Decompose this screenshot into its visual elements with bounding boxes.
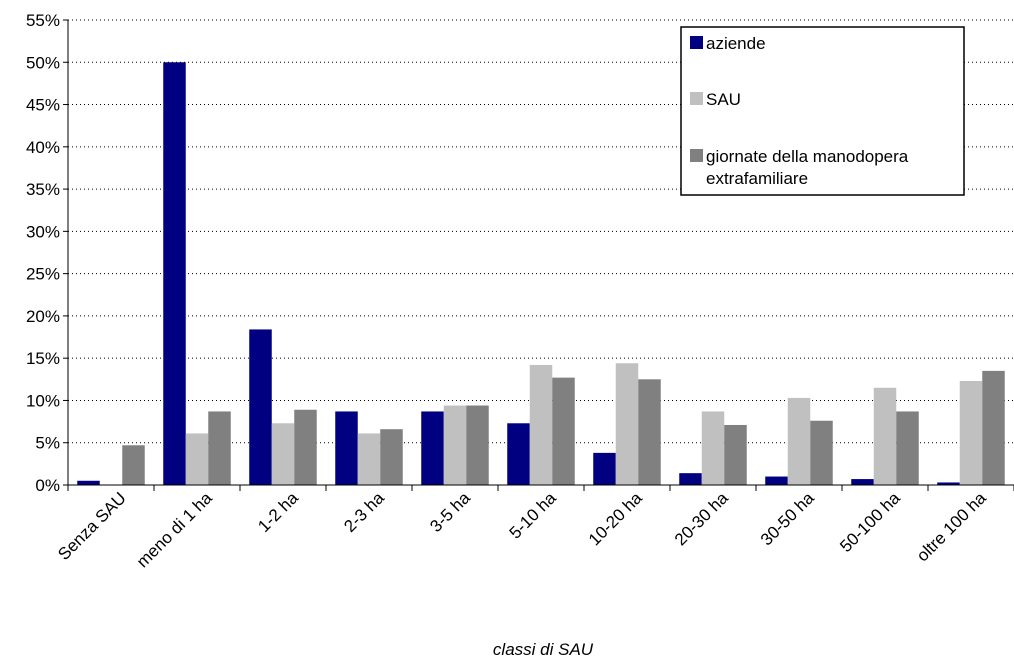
bars [77, 62, 1005, 485]
legend-box [680, 26, 965, 196]
bar-sau [959, 381, 983, 485]
x-category-label: 1-2 ha [254, 488, 302, 536]
bar-sau [873, 387, 897, 485]
bar-giornate [896, 411, 919, 485]
bar-aziende [77, 480, 100, 485]
y-tick-label: 15% [26, 349, 60, 368]
bar-aziende [163, 62, 186, 485]
y-tick-label: 55% [26, 11, 60, 30]
x-category-label: meno di 1 ha [133, 488, 216, 571]
y-tick-label: 5% [35, 434, 60, 453]
bar-giornate [810, 420, 833, 485]
x-axis-labels: Senza SAU meno di 1 ha 1-2 ha 2-3 ha 3-5 ha 5… [54, 488, 990, 571]
x-category-label: 20-30 ha [671, 488, 732, 549]
bar-aziende [593, 452, 616, 485]
bar-aziende [679, 473, 702, 485]
bar-sau [185, 433, 209, 485]
bar-giornate [724, 424, 747, 485]
bar-giornate [466, 405, 489, 485]
x-axis-title: classi di SAU [493, 640, 594, 659]
bar-giornate [208, 411, 231, 485]
bar-giornate [294, 409, 317, 485]
bar-aziende [851, 479, 874, 485]
y-tick-label: 20% [26, 307, 60, 326]
legend-label: SAU [706, 90, 741, 109]
bar-aziende [249, 329, 272, 485]
x-category-label: 5-10 ha [506, 488, 561, 543]
y-tick-label: 45% [26, 96, 60, 115]
bar-aziende [421, 411, 444, 485]
legend-swatch [690, 36, 703, 49]
bar-giornate [552, 377, 575, 485]
bar-sau [701, 411, 725, 485]
y-tick-label: 10% [26, 391, 60, 410]
x-category-label: Senza SAU [54, 488, 130, 564]
bar-sau [357, 433, 381, 485]
bar-giornate [380, 429, 403, 485]
legend-label: aziende [706, 34, 766, 53]
bar-giornate [982, 370, 1005, 485]
bar-sau [529, 364, 553, 485]
legend-swatch [690, 92, 703, 105]
x-category-label: 10-20 ha [585, 488, 646, 549]
bar-sau [615, 363, 639, 485]
bar-giornate [638, 379, 661, 485]
legend-label: giornate della manodopera extrafamiliare [706, 147, 909, 188]
x-category-label: 2-3 ha [340, 488, 388, 536]
bar-giornate [122, 445, 145, 485]
y-axis-ticks: 0% 5% 10% 15% 20% 25% 30% 35% 40% 45% 50% 55% [26, 11, 68, 495]
y-tick-label: 40% [26, 138, 60, 157]
bar-aziende [335, 411, 358, 485]
bar-sau [443, 405, 467, 485]
x-category-label: oltre 100 ha [913, 488, 990, 565]
y-tick-label: 35% [26, 180, 60, 199]
y-tick-label: 50% [26, 53, 60, 72]
legend-swatch [690, 149, 703, 162]
y-tick-label: 30% [26, 222, 60, 241]
bar-aziende [507, 423, 530, 485]
legend: aziende SAU giornate della manodopera extra… [680, 26, 965, 196]
bar-aziende [937, 482, 960, 485]
x-axis-ticks [67, 485, 1014, 491]
y-tick-label: 25% [26, 265, 60, 284]
x-category-label: 30-50 ha [757, 488, 818, 549]
x-category-label: 50-100 ha [836, 488, 904, 556]
bar-aziende [765, 476, 788, 485]
bar-sau [787, 397, 811, 485]
y-tick-label: 0% [35, 476, 60, 495]
bar-sau [271, 423, 295, 485]
x-category-label: 3-5 ha [426, 488, 474, 536]
